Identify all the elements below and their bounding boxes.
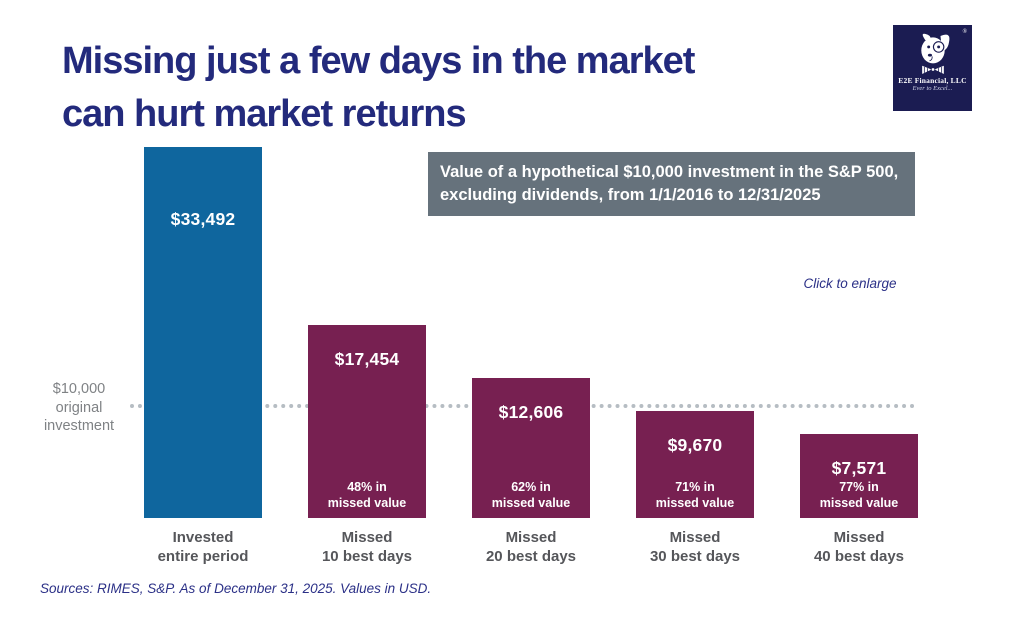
x-axis-label: Missed 40 best days bbox=[813, 529, 905, 565]
bar-invested-entire-period: $33,492 bbox=[144, 147, 262, 518]
x-axis-label: Missed 30 best days bbox=[649, 529, 741, 565]
chart-subtitle-box: Value of a hypothetical $10,000 investme… bbox=[428, 152, 915, 216]
chart-subtitle-line1: Value of a hypothetical $10,000 investme… bbox=[440, 163, 899, 181]
bar-missed-pct-label: 71% in missed value bbox=[655, 480, 735, 510]
bar-missed-pct-label: 77% in missed value bbox=[819, 480, 899, 510]
page-title-line1: Missing just a few days in the market bbox=[62, 40, 695, 83]
bar-missed-40-best-days: $7,571 77% in missed value bbox=[800, 434, 918, 518]
bar-value-label: $17,454 bbox=[334, 349, 400, 369]
bar-missed-10-best-days: $17,454 48% in missed value bbox=[308, 325, 426, 518]
baseline-label-line2: original bbox=[55, 399, 103, 416]
source-note: Sources: RIMES, S&P. As of December 31, … bbox=[40, 581, 432, 596]
bar-missed-20-best-days: $12,606 62% in missed value bbox=[472, 378, 590, 518]
bar-value-label: $7,571 bbox=[831, 458, 887, 478]
baseline-label-line3: investment bbox=[43, 418, 115, 434]
bar-value-label: $12,606 bbox=[498, 402, 564, 422]
bar-missed-pct-label: 62% in missed value bbox=[491, 480, 571, 510]
company-logo: ® E2E Financial, LLC Ever to Excel... bbox=[893, 25, 972, 111]
bar-missed-pct-label: 48% in missed value bbox=[327, 480, 407, 510]
bar-value-label: $9,670 bbox=[667, 435, 723, 455]
bar-value-label: $33,492 bbox=[170, 209, 236, 229]
logo-tagline: Ever to Excel... bbox=[912, 85, 953, 92]
x-axis-label: Missed 10 best days bbox=[321, 529, 413, 565]
page-title-line2: can hurt market returns bbox=[62, 93, 467, 136]
x-axis-label: Invested entire period bbox=[157, 529, 249, 565]
registered-mark: ® bbox=[962, 29, 967, 35]
x-axis-label: Missed 20 best days bbox=[485, 529, 577, 565]
page-title: Missing just a few days in the market ca… bbox=[62, 35, 862, 141]
click-to-enlarge-link[interactable]: Click to enlarge bbox=[803, 276, 897, 291]
chart-subtitle-line2: excluding dividends, from 1/1/2016 to 12… bbox=[440, 186, 821, 204]
baseline-label: $10,000 original investment bbox=[28, 380, 130, 436]
dog-icon bbox=[893, 30, 972, 76]
bar-missed-30-best-days: $9,670 71% in missed value bbox=[636, 411, 754, 518]
baseline-label-line1: $10,000 bbox=[52, 381, 106, 397]
logo-company-name: E2E Financial, LLC bbox=[898, 76, 967, 85]
